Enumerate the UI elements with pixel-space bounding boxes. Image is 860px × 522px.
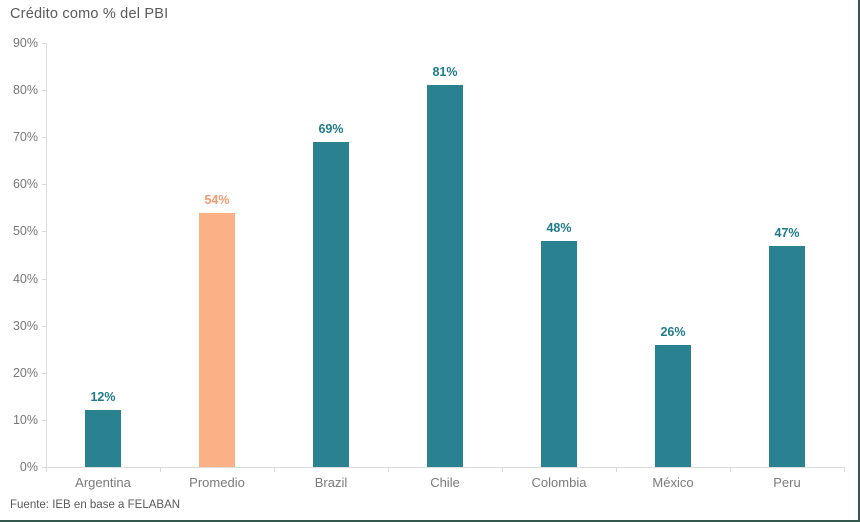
y-tick-label: 40%: [0, 271, 38, 287]
bar-chile: [427, 85, 463, 467]
y-tick-label: 20%: [0, 365, 38, 381]
x-tick-mark: [388, 468, 389, 472]
x-tick-mark: [274, 468, 275, 472]
y-tick-label: 30%: [0, 318, 38, 334]
y-tick-mark: [42, 326, 46, 327]
y-axis-line: [46, 43, 47, 467]
bar-mexico: [655, 345, 691, 467]
bar-peru: [769, 246, 805, 467]
y-tick-label: 70%: [0, 129, 38, 145]
source-note: Fuente: IEB en base a FELABAN: [10, 499, 180, 511]
bar-value-label: 47%: [757, 225, 817, 241]
category-label: Argentina: [46, 474, 160, 492]
y-tick-label: 80%: [0, 82, 38, 98]
y-tick-label: 10%: [0, 412, 38, 428]
bar-value-label: 48%: [529, 220, 589, 236]
category-label: Promedio: [160, 474, 274, 492]
category-label: Chile: [388, 474, 502, 492]
bar-value-label: 12%: [73, 389, 133, 405]
x-tick-mark: [160, 468, 161, 472]
bar-value-label: 26%: [643, 324, 703, 340]
x-tick-mark: [616, 468, 617, 472]
x-tick-mark: [46, 468, 47, 472]
y-tick-mark: [42, 43, 46, 44]
y-tick-mark: [42, 279, 46, 280]
bar-value-label: 54%: [187, 192, 247, 208]
bar-argentina: [85, 410, 121, 467]
y-tick-mark: [42, 184, 46, 185]
y-tick-label: 60%: [0, 176, 38, 192]
x-tick-mark: [730, 468, 731, 472]
bar-colombia: [541, 241, 577, 467]
bar-value-label: 81%: [415, 64, 475, 80]
category-label: Peru: [730, 474, 844, 492]
category-label: México: [616, 474, 730, 492]
x-tick-mark: [844, 468, 845, 472]
bar-value-label: 69%: [301, 121, 361, 137]
y-tick-label: 90%: [0, 35, 38, 51]
bar-promedio: [199, 213, 235, 467]
x-tick-mark: [502, 468, 503, 472]
chart-title: Crédito como % del PBI: [10, 6, 168, 22]
y-tick-mark: [42, 231, 46, 232]
y-tick-mark: [42, 420, 46, 421]
bar-chart-figure: Crédito como % del PBI 0% 10% 20% 30% 40% 50%…: [0, 0, 860, 522]
y-tick-label: 0%: [0, 459, 38, 475]
y-tick-mark: [42, 373, 46, 374]
y-tick-mark: [42, 90, 46, 91]
x-axis-line: [46, 467, 845, 468]
bar-brazil: [313, 142, 349, 467]
y-tick-label: 50%: [0, 223, 38, 239]
category-label: Colombia: [502, 474, 616, 492]
category-label: Brazil: [274, 474, 388, 492]
y-tick-mark: [42, 137, 46, 138]
